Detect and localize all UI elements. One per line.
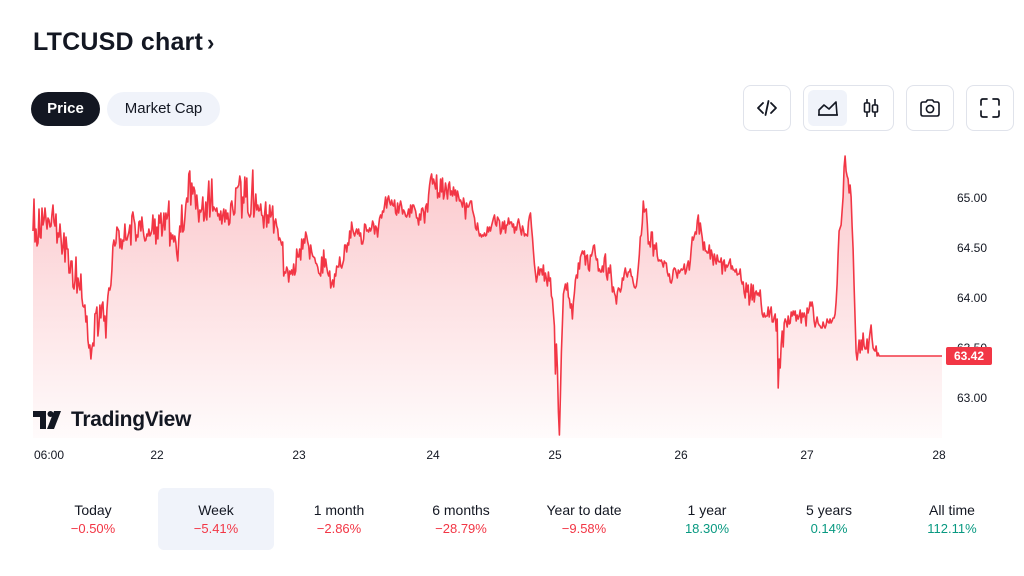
period-week[interactable]: Week −5.41% [158,488,274,550]
period-change-value: −5.41% [193,521,239,536]
performance-periods: Today −0.50% Week −5.41% 1 month −2.86% 6 mont… [0,488,1024,550]
x-tick-label: 27 [800,448,814,462]
x-tick-label: 26 [674,448,688,462]
period-1-month[interactable]: 1 month −2.86% [281,488,397,550]
embed-button[interactable] [743,85,791,131]
candlestick-icon [863,99,878,117]
code-embed-icon [757,100,777,116]
period-all-time[interactable]: All time 112.11% [894,488,1010,550]
camera-icon [920,99,940,117]
page-title: LTCUSD chart [33,28,204,56]
period-label: Week [198,502,234,518]
area-chart-icon [817,101,838,116]
chevron-right-icon: › [207,30,215,55]
candlestick-chart-button[interactable] [851,90,890,126]
period-year-to-date[interactable]: Year to date −9.58% [526,488,642,550]
period-change-value: 0.14% [810,521,848,536]
price-area-fill [33,156,942,438]
chart-title-link[interactable]: LTCUSD chart › [33,28,215,57]
period-change-value: 18.30% [684,521,730,536]
period-label: 1 month [313,502,365,518]
period-label: Year to date [546,502,622,518]
tradingview-logo[interactable]: TradingView [33,408,191,432]
tradingview-mark-icon [33,411,61,429]
y-tick-label: 65.00 [957,191,987,205]
tab-market-cap[interactable]: Market Cap [107,92,220,126]
snapshot-button[interactable] [906,85,954,131]
price-series-line [32,155,942,436]
y-tick-label: 63.00 [957,391,987,405]
period-today[interactable]: Today −0.50% [35,488,151,550]
chart-style-toggle [803,85,894,131]
area-chart-button[interactable] [808,90,847,126]
period-change-value: −0.50% [70,521,116,536]
tab-price[interactable]: Price [31,92,100,126]
period-1-year[interactable]: 1 year 18.30% [649,488,765,550]
period-6-months[interactable]: 6 months −28.79% [403,488,519,550]
y-tick-label: 64.00 [957,291,987,305]
period-label: Today [74,502,112,518]
x-tick-label: 24 [426,448,440,462]
period-label: All time [929,502,975,518]
x-tick-label: 06:00 [34,448,64,462]
x-tick-label: 28 [932,448,946,462]
period-change-value: −9.58% [561,521,607,536]
last-price-label: 63.42 [954,349,984,363]
x-tick-label: 25 [548,448,562,462]
fullscreen-icon [980,98,1000,118]
period-label: 6 months [432,502,490,518]
period-change-value: −28.79% [435,521,487,536]
period-label: 5 years [806,502,852,518]
tradingview-wordmark: TradingView [71,408,192,431]
fullscreen-button[interactable] [966,85,1014,131]
period-label: 1 year [687,502,727,518]
y-tick-label: 64.50 [957,241,987,255]
last-price-badge [946,347,992,365]
period-change-value: −2.86% [316,521,362,536]
x-tick-label: 23 [292,448,306,462]
period-5-years[interactable]: 5 years 0.14% [771,488,887,550]
period-change-value: 112.11% [927,521,977,536]
x-tick-label: 22 [150,448,164,462]
